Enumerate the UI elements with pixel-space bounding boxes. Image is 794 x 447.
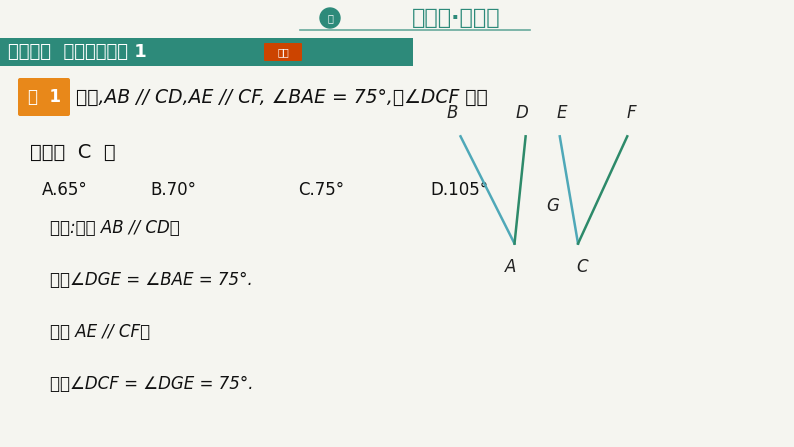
Text: 知识点一  平行线的性质 1: 知识点一 平行线的性质 1 bbox=[8, 43, 147, 61]
Text: B.70°: B.70° bbox=[150, 181, 196, 199]
Text: G: G bbox=[546, 197, 560, 215]
FancyBboxPatch shape bbox=[264, 43, 302, 61]
Text: 数为（  C  ）: 数为（ C ） bbox=[30, 143, 116, 161]
Text: B: B bbox=[447, 104, 458, 122]
Text: 所以∠DGE = ∠BAE = 75°.: 所以∠DGE = ∠BAE = 75°. bbox=[50, 271, 252, 289]
Text: 因为 AE // CF，: 因为 AE // CF， bbox=[50, 323, 150, 341]
Text: C: C bbox=[576, 257, 588, 276]
Text: 重点: 重点 bbox=[277, 47, 289, 57]
Text: A: A bbox=[505, 257, 516, 276]
Text: 点知识·基础课: 点知识·基础课 bbox=[412, 8, 501, 28]
Circle shape bbox=[320, 8, 340, 28]
Text: C.75°: C.75° bbox=[298, 181, 344, 199]
Text: A.65°: A.65° bbox=[42, 181, 88, 199]
Text: 例  1: 例 1 bbox=[28, 88, 60, 106]
Text: D.105°: D.105° bbox=[430, 181, 488, 199]
Text: 目: 目 bbox=[327, 13, 333, 23]
Bar bbox=[0, 38, 413, 66]
Text: D: D bbox=[515, 104, 528, 122]
Text: 如图,AB // CD,AE // CF, ∠BAE = 75°,则∠DCF 的度: 如图,AB // CD,AE // CF, ∠BAE = 75°,则∠DCF 的… bbox=[76, 88, 488, 106]
Text: 解析:因为 AB // CD，: 解析:因为 AB // CD， bbox=[50, 219, 179, 237]
Text: F: F bbox=[626, 104, 636, 122]
Text: E: E bbox=[557, 104, 567, 122]
FancyBboxPatch shape bbox=[18, 78, 70, 116]
Text: 所以∠DCF = ∠DGE = 75°.: 所以∠DCF = ∠DGE = 75°. bbox=[50, 375, 253, 393]
